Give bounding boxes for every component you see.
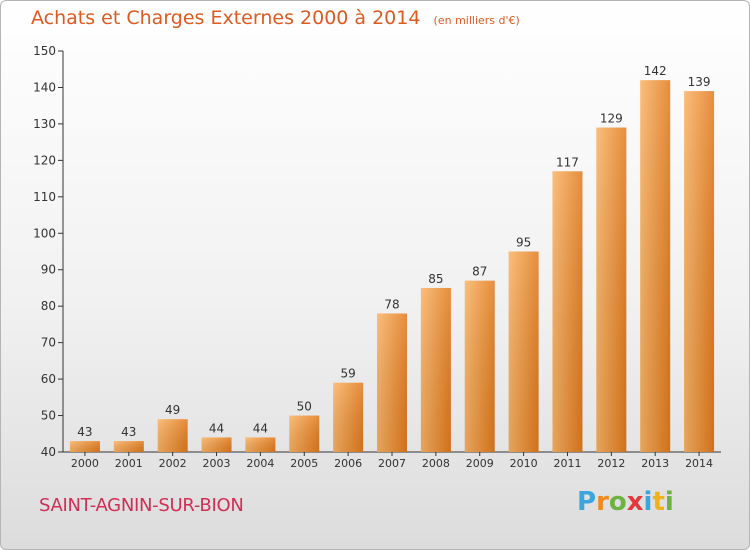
logo-letter: P bbox=[577, 487, 597, 517]
y-tick-label: 150 bbox=[33, 44, 56, 58]
y-tick-label: 50 bbox=[41, 409, 56, 423]
x-tick-label: 2008 bbox=[422, 457, 450, 470]
y-tick-label: 90 bbox=[41, 263, 56, 277]
bar-value-label: 59 bbox=[340, 367, 355, 381]
x-tick-label: 2004 bbox=[246, 457, 274, 470]
bar-value-label: 139 bbox=[688, 75, 711, 89]
bar-shade bbox=[684, 91, 715, 452]
x-tick-label: 2011 bbox=[553, 457, 581, 470]
y-tick-label: 120 bbox=[33, 153, 56, 167]
bar-shade bbox=[201, 437, 232, 452]
bar-shade bbox=[333, 382, 364, 452]
chart-data-labels: 43 43 49 44 44 50 59 78 85 87 95 117 129 142 139 bbox=[77, 64, 710, 439]
logo-letter: x bbox=[626, 487, 644, 517]
bar-value-label: 87 bbox=[472, 265, 487, 279]
bar-value-label: 43 bbox=[121, 425, 136, 439]
y-tick-label: 60 bbox=[41, 372, 56, 386]
bar-value-label: 129 bbox=[600, 112, 623, 126]
x-tick-label: 2014 bbox=[685, 457, 713, 470]
x-tick-label: 2010 bbox=[510, 457, 538, 470]
chart-unit-text: (en milliers d'€) bbox=[433, 14, 520, 27]
bar-value-label: 78 bbox=[384, 297, 399, 311]
chart-bars bbox=[69, 80, 715, 453]
bar-value-label: 95 bbox=[516, 236, 531, 250]
x-tick-label: 2000 bbox=[71, 457, 99, 470]
chart-title-text: Achats et Charges Externes 2000 à 2014 bbox=[31, 7, 421, 29]
bar-shade bbox=[640, 80, 671, 452]
x-tick-label: 2007 bbox=[378, 457, 406, 470]
y-tick-label: 80 bbox=[41, 299, 56, 313]
bar-shade bbox=[508, 251, 539, 452]
bar-shade bbox=[596, 127, 627, 453]
y-tick-label: 130 bbox=[33, 117, 56, 131]
y-tick-label: 100 bbox=[33, 226, 56, 240]
bar-shade bbox=[420, 287, 451, 452]
x-tick-label: 2002 bbox=[159, 457, 187, 470]
bar-shade bbox=[157, 419, 188, 452]
x-tick-label: 2003 bbox=[203, 457, 231, 470]
y-tick-label: 110 bbox=[33, 190, 56, 204]
bar-shade bbox=[377, 313, 407, 452]
bar-shade bbox=[552, 171, 583, 453]
x-tick-label: 2013 bbox=[641, 457, 669, 470]
bar-value-label: 43 bbox=[77, 425, 92, 439]
y-tick-label: 40 bbox=[41, 445, 56, 459]
bar-shade bbox=[113, 441, 144, 452]
bar-value-label: 117 bbox=[556, 155, 579, 169]
logo-letter: r bbox=[596, 487, 609, 517]
x-tick-label: 2009 bbox=[466, 457, 494, 470]
x-tick-label: 2001 bbox=[115, 457, 143, 470]
bar-shade bbox=[69, 441, 100, 452]
x-tick-label: 2006 bbox=[334, 457, 362, 470]
bar-value-label: 85 bbox=[428, 272, 443, 286]
bar-value-label: 44 bbox=[209, 421, 224, 435]
x-tick-label: 2005 bbox=[290, 457, 318, 470]
chart-title: Achats et Charges Externes 2000 à 2014 (… bbox=[31, 7, 520, 29]
x-tick-label: 2012 bbox=[597, 457, 625, 470]
logo-letter: o bbox=[608, 487, 627, 517]
bar-shade bbox=[464, 280, 495, 452]
logo-letter: t bbox=[652, 487, 665, 517]
y-tick-label: 70 bbox=[41, 336, 56, 350]
bar-shade bbox=[289, 415, 320, 452]
y-tick-label: 140 bbox=[33, 80, 56, 94]
commune-name: SAINT-AGNIN-SUR-BION bbox=[39, 495, 244, 516]
proxiti-logo: Proxiti bbox=[577, 487, 674, 517]
bar-value-label: 49 bbox=[165, 403, 180, 417]
bar-value-label: 50 bbox=[297, 400, 312, 414]
bar-shade bbox=[245, 437, 276, 452]
bar-value-label: 44 bbox=[253, 421, 268, 435]
logo-letter: i bbox=[643, 487, 653, 517]
logo-letter: i bbox=[664, 487, 674, 517]
bar-value-label: 142 bbox=[644, 64, 667, 78]
